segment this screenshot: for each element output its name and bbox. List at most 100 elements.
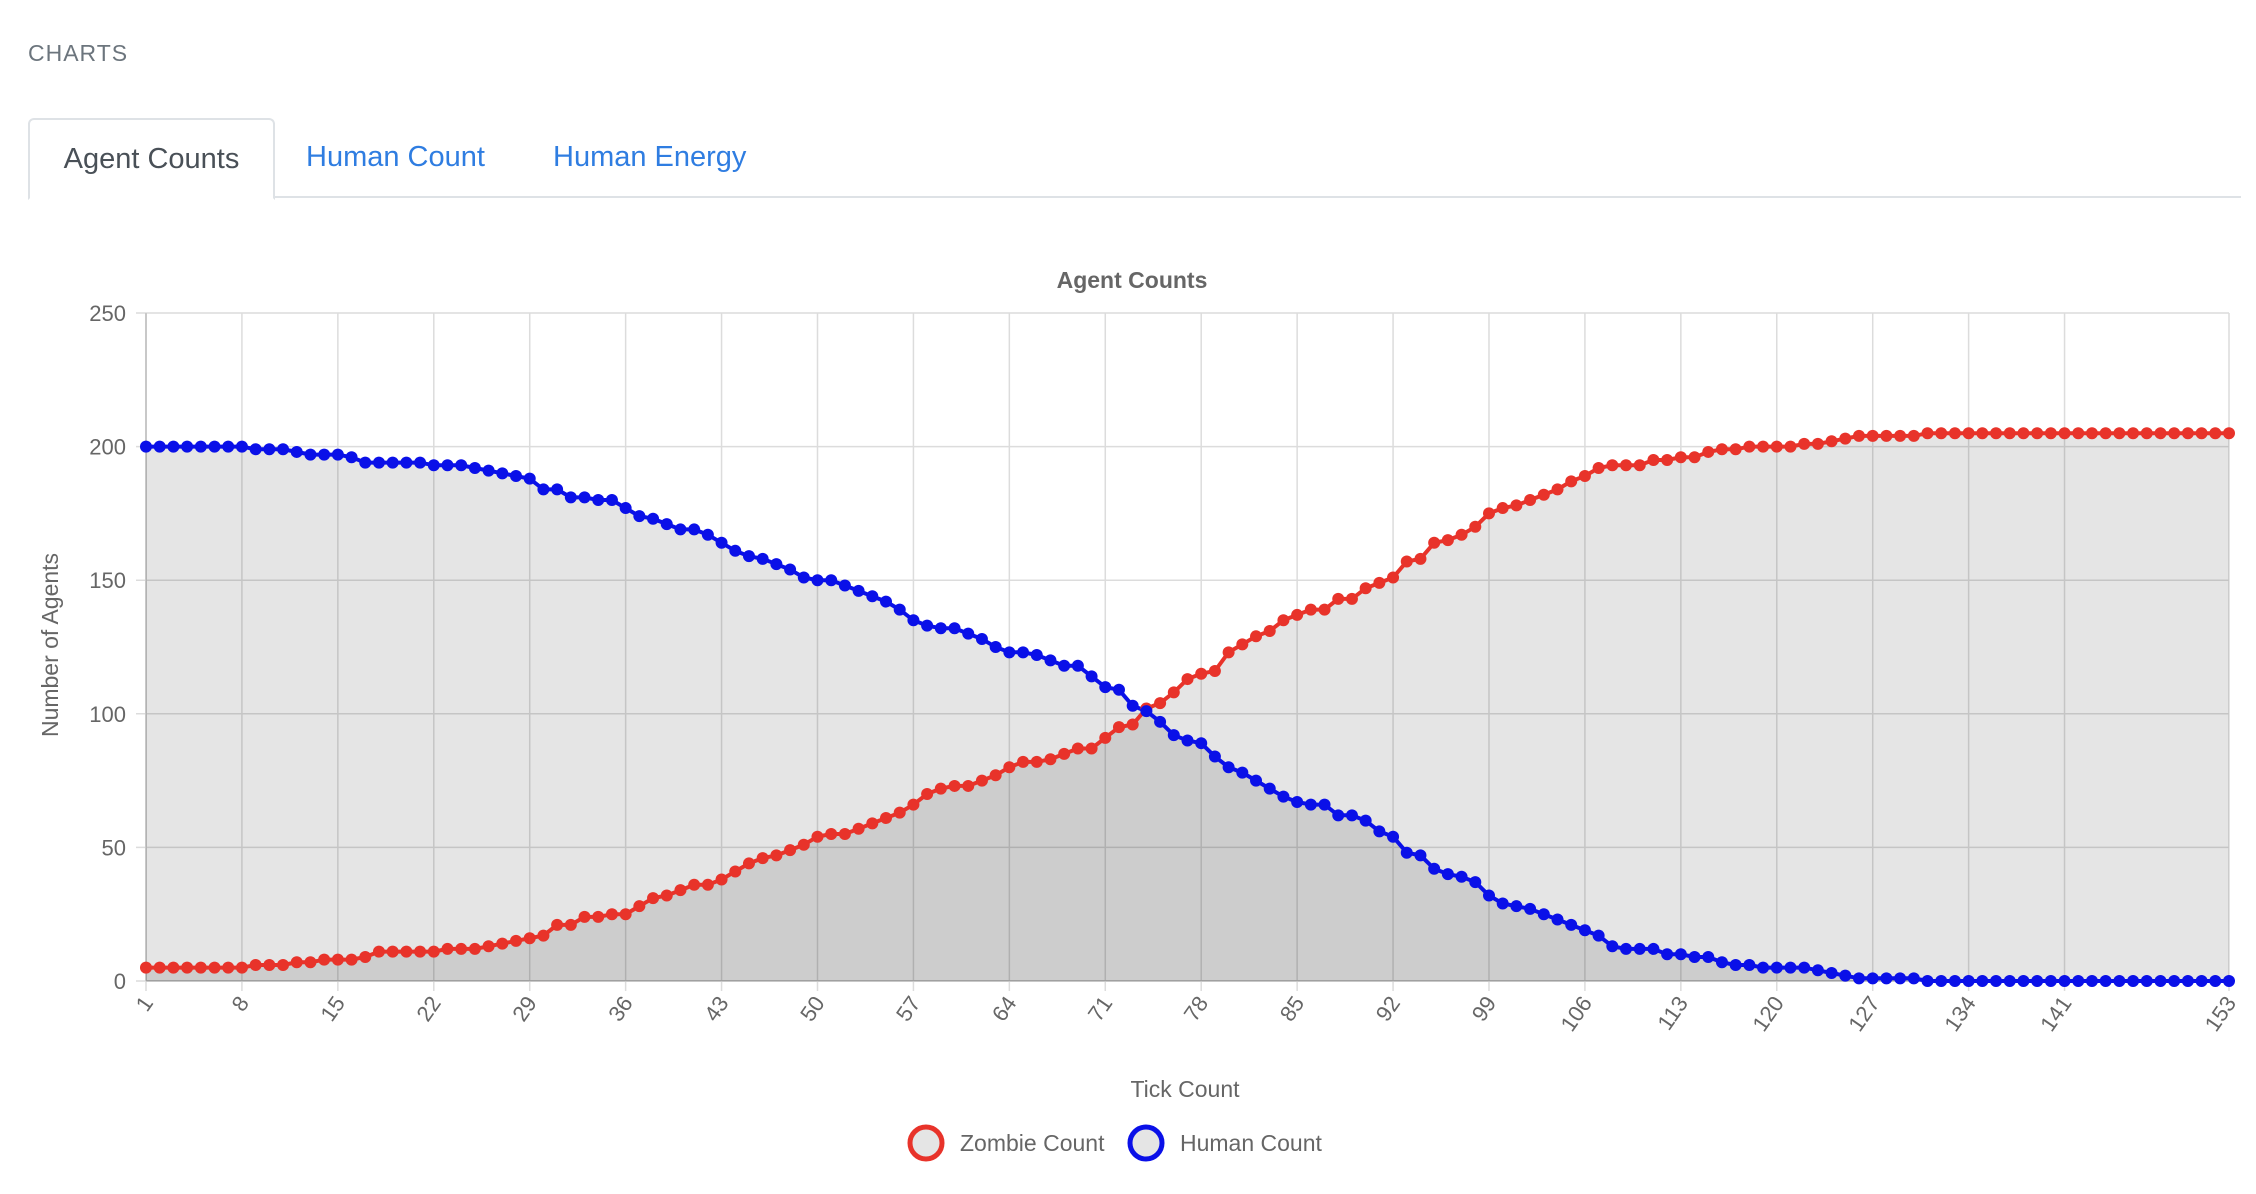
data-point[interactable] — [715, 873, 728, 886]
data-point[interactable] — [1017, 646, 1030, 659]
data-point[interactable] — [372, 945, 385, 958]
tab-human-energy[interactable]: Human Energy — [553, 141, 747, 173]
data-point[interactable] — [2140, 975, 2153, 987]
data-point[interactable] — [1099, 681, 1112, 694]
data-point[interactable] — [989, 769, 1002, 782]
data-point[interactable] — [1030, 755, 1043, 768]
data-point[interactable] — [1085, 742, 1098, 755]
data-point[interactable] — [1880, 972, 1893, 985]
data-point[interactable] — [468, 461, 481, 474]
data-point[interactable] — [235, 440, 248, 453]
data-point[interactable] — [784, 563, 797, 576]
data-point[interactable] — [1757, 961, 1770, 974]
data-point[interactable] — [1921, 975, 1934, 987]
data-point[interactable] — [1455, 870, 1468, 883]
data-point[interactable] — [1592, 929, 1605, 942]
data-point[interactable] — [386, 456, 399, 469]
data-point[interactable] — [1222, 761, 1235, 774]
data-point[interactable] — [2223, 427, 2235, 440]
data-point[interactable] — [701, 878, 714, 891]
data-point[interactable] — [482, 464, 495, 477]
data-point[interactable] — [1757, 440, 1770, 453]
data-point[interactable] — [1866, 972, 1879, 985]
data-point[interactable] — [2181, 427, 2194, 440]
data-point[interactable] — [1784, 961, 1797, 974]
data-point[interactable] — [811, 574, 824, 587]
data-point[interactable] — [2017, 427, 2030, 440]
data-point[interactable] — [1195, 737, 1208, 750]
data-point[interactable] — [2209, 975, 2222, 987]
data-point[interactable] — [1798, 437, 1811, 450]
data-point[interactable] — [249, 958, 262, 971]
data-point[interactable] — [742, 550, 755, 563]
data-point[interactable] — [1962, 427, 1975, 440]
data-point[interactable] — [975, 774, 988, 787]
data-point[interactable] — [633, 900, 646, 913]
data-point[interactable] — [921, 619, 934, 632]
data-point[interactable] — [1990, 427, 2003, 440]
data-point[interactable] — [1236, 638, 1249, 651]
data-point[interactable] — [290, 956, 303, 969]
data-point[interactable] — [2154, 427, 2167, 440]
data-point[interactable] — [1661, 453, 1674, 466]
data-point[interactable] — [1510, 499, 1523, 512]
data-point[interactable] — [1770, 440, 1783, 453]
data-point[interactable] — [414, 456, 427, 469]
data-point[interactable] — [2195, 975, 2208, 987]
data-point[interactable] — [1263, 624, 1276, 637]
data-point[interactable] — [1195, 667, 1208, 680]
data-point[interactable] — [1537, 488, 1550, 501]
data-point[interactable] — [2168, 975, 2181, 987]
data-point[interactable] — [400, 456, 413, 469]
data-point[interactable] — [1633, 942, 1646, 955]
data-point[interactable] — [345, 953, 358, 966]
data-point[interactable] — [235, 961, 248, 974]
data-point[interactable] — [304, 956, 317, 969]
data-point[interactable] — [208, 961, 221, 974]
data-point[interactable] — [2072, 427, 2085, 440]
data-point[interactable] — [167, 961, 180, 974]
data-point[interactable] — [1181, 673, 1194, 686]
data-point[interactable] — [2099, 427, 2112, 440]
data-point[interactable] — [1373, 825, 1386, 838]
data-point[interactable] — [1620, 459, 1633, 472]
data-point[interactable] — [1784, 440, 1797, 453]
data-point[interactable] — [578, 491, 591, 504]
data-point[interactable] — [1003, 646, 1016, 659]
data-point[interactable] — [825, 828, 838, 841]
data-point[interactable] — [729, 865, 742, 878]
data-point[interactable] — [318, 953, 331, 966]
data-point[interactable] — [400, 945, 413, 958]
data-point[interactable] — [1318, 603, 1331, 616]
data-point[interactable] — [619, 502, 632, 515]
data-point[interactable] — [2003, 975, 2016, 987]
data-point[interactable] — [359, 950, 372, 963]
data-point[interactable] — [619, 908, 632, 921]
data-point[interactable] — [1250, 630, 1263, 643]
data-point[interactable] — [455, 459, 468, 472]
legend-marker-zombie-count[interactable] — [907, 1124, 945, 1162]
data-point[interactable] — [1071, 742, 1084, 755]
legend-label-zombie-count[interactable]: Zombie Count — [960, 1130, 1105, 1156]
data-point[interactable] — [1304, 603, 1317, 616]
data-point[interactable] — [208, 440, 221, 453]
legend-marker-human-count[interactable] — [1127, 1124, 1165, 1162]
data-point[interactable] — [1373, 576, 1386, 589]
data-point[interactable] — [1935, 975, 1948, 987]
data-point[interactable] — [1537, 908, 1550, 921]
data-point[interactable] — [1250, 774, 1263, 787]
data-point[interactable] — [605, 494, 618, 507]
data-point[interactable] — [140, 440, 152, 453]
data-point[interactable] — [318, 448, 331, 461]
data-point[interactable] — [2003, 427, 2016, 440]
data-point[interactable] — [1524, 494, 1537, 507]
data-point[interactable] — [1441, 534, 1454, 547]
data-point[interactable] — [674, 523, 687, 536]
data-point[interactable] — [2058, 975, 2071, 987]
data-point[interactable] — [1469, 520, 1482, 533]
data-point[interactable] — [701, 528, 714, 541]
data-point[interactable] — [1661, 948, 1674, 961]
data-point[interactable] — [1715, 956, 1728, 969]
data-point[interactable] — [647, 892, 660, 905]
data-point[interactable] — [1620, 942, 1633, 955]
